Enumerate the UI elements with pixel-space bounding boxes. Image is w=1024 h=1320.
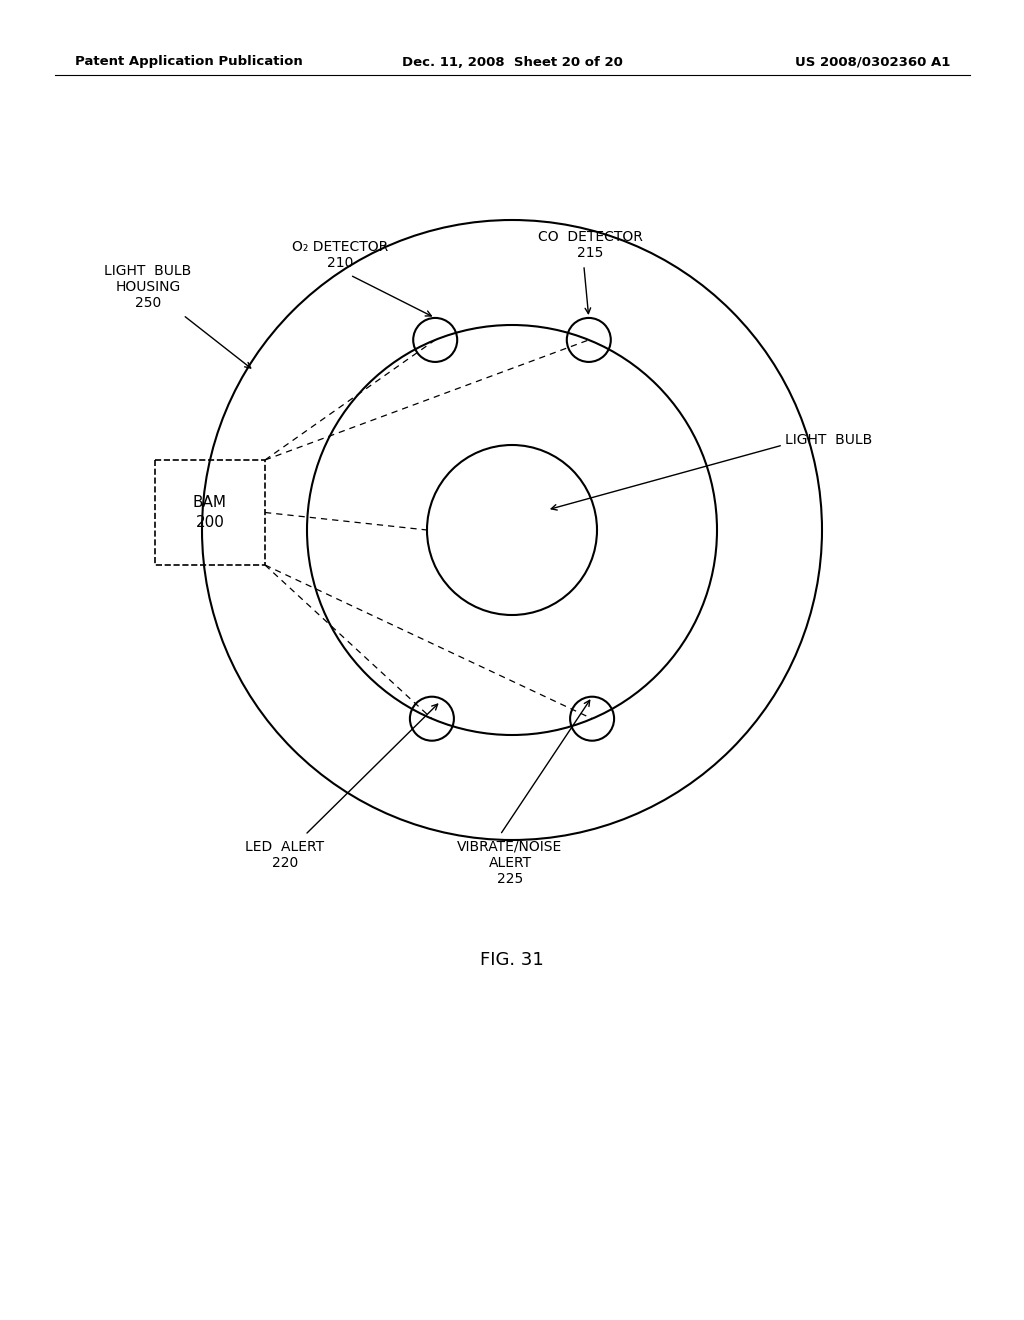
- Text: CO  DETECTOR
215: CO DETECTOR 215: [538, 230, 642, 260]
- Text: VIBRATE/NOISE
ALERT
225: VIBRATE/NOISE ALERT 225: [458, 840, 562, 887]
- Text: LIGHT  BULB: LIGHT BULB: [785, 433, 872, 447]
- Text: LED  ALERT
220: LED ALERT 220: [246, 840, 325, 870]
- Text: O₂ DETECTOR
210: O₂ DETECTOR 210: [292, 240, 388, 271]
- Text: Patent Application Publication: Patent Application Publication: [75, 55, 303, 69]
- Text: Dec. 11, 2008  Sheet 20 of 20: Dec. 11, 2008 Sheet 20 of 20: [401, 55, 623, 69]
- Text: BAM
200: BAM 200: [193, 495, 227, 529]
- Text: LIGHT  BULB
HOUSING
250: LIGHT BULB HOUSING 250: [104, 264, 191, 310]
- Text: FIG. 31: FIG. 31: [480, 950, 544, 969]
- Bar: [155, 459, 265, 565]
- Text: US 2008/0302360 A1: US 2008/0302360 A1: [795, 55, 950, 69]
